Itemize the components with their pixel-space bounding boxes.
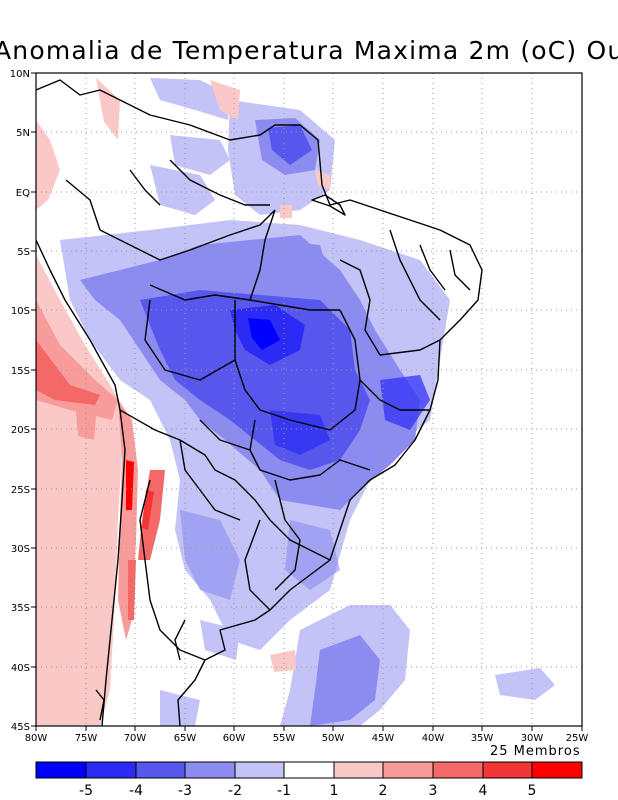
x-tick-label: 40W [422,733,445,744]
y-tick-label: 15S [11,366,30,377]
colorbar-swatch [483,762,532,778]
colorbar-swatch [383,762,433,778]
colorbar-swatch [86,762,136,778]
y-tick-label: 10N [10,69,30,80]
colorbar-swatch [185,762,235,778]
map-frame [35,72,583,727]
colorbar-label: -1 [277,783,291,799]
y-tick-label: 25S [11,485,30,496]
y-tick-labels: 10N 5N EQ 5S 10S 15S 20S 25S 30S 35S 40S… [10,69,30,733]
colorbar-swatch [284,762,334,778]
y-tick-label: 10S [11,306,30,317]
colorbar-label: -4 [129,783,143,799]
x-tick-label: 45W [372,733,395,744]
x-tick-label: 30W [521,733,544,744]
colorbar-swatch [136,762,185,778]
colorbar-swatch [433,762,483,778]
y-tick-label: 40S [11,663,30,674]
colorbar-label: 4 [479,783,488,799]
pacific-warm-anomaly [36,78,125,726]
y-tick-label: EQ [16,188,30,199]
coastline-borders [36,79,483,726]
x-tick-label: 65W [174,733,197,744]
x-tick-label: 70W [124,733,147,744]
x-tick-labels: 80W 75W 70W 65W 60W 55W 50W 45W 40W 35W … [25,733,589,744]
colorbar-swatch [532,762,582,778]
x-tick-label: 55W [273,733,296,744]
colorbar-label: 3 [429,783,438,799]
colorbar-label: -3 [178,783,192,799]
y-tick-label: 5S [17,247,30,258]
colorbar-swatch [334,762,383,778]
colorbar-swatch [235,762,284,778]
y-tick-label: 30S [11,544,30,555]
andes-warm-anomaly [118,80,330,672]
x-tick-label: 50W [322,733,345,744]
colorbar-label: 2 [379,783,388,799]
y-tick-label: 5N [16,128,30,139]
colorbar-labels: -5 -4 -3 -2 -1 1 2 3 4 5 [79,783,536,799]
y-tick-label: 20S [11,425,30,436]
ensemble-members-label: 25 Membros [490,744,581,759]
colorbar-label: -5 [79,783,93,799]
x-tick-label: 60W [223,733,246,744]
x-tick-label: 80W [25,733,48,744]
colorbar-label: 1 [330,783,339,799]
axis-ticks [31,72,583,731]
x-tick-label: 25W [566,733,589,744]
colorbar-label: 5 [528,783,537,799]
y-tick-label: 45S [11,722,30,733]
colorbar [35,761,583,779]
map-title: Anomalia de Temperatura Maxima 2m (oC) O… [0,36,618,65]
colorbar-label: -2 [228,783,242,799]
colorbar-swatch [36,762,86,778]
x-tick-label: 35W [471,733,494,744]
y-tick-label: 35S [11,603,30,614]
atlantic-cold-anomaly [280,605,555,726]
x-tick-label: 75W [75,733,98,744]
